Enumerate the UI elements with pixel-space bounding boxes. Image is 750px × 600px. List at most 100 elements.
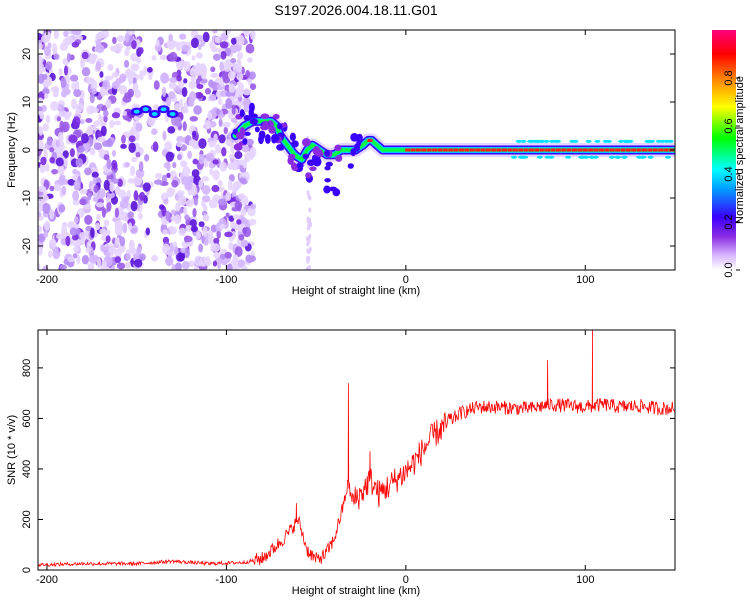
heatmap-noise-cell [123, 198, 129, 204]
heatmap-noise-cell [203, 239, 209, 246]
colorbar-tick-label: 0.2 [723, 214, 735, 229]
heatmap-noise-cell [153, 179, 163, 185]
heatmap-noise-cell [205, 152, 215, 162]
heatmap-noise-cell [38, 211, 42, 218]
heatmap-noise-cell [174, 214, 181, 225]
heatmap-noise-cell [248, 149, 255, 160]
ridge-core-cell [647, 148, 653, 152]
ridge-core-cell [426, 148, 432, 152]
top-x-tick-label: -200 [36, 274, 58, 286]
heatmap-noise-cell [190, 75, 196, 82]
ridge-core-cell [518, 148, 524, 152]
heatmap-noise-cell [85, 77, 93, 84]
ridge-turbulence-cell [276, 144, 285, 151]
heatmap-noise-cell [41, 34, 50, 44]
heatmap-noise-cell [306, 241, 310, 247]
ridge-turbulence-cell [347, 163, 354, 169]
heatmap-noise-cell [81, 133, 89, 144]
heatmap-noise-cell [228, 70, 236, 80]
ridge-turbulence-cell [302, 153, 310, 160]
heatmap-noise-cell [99, 228, 107, 236]
heatmap-noise-cell [171, 263, 177, 270]
heatmap-noise-cell [207, 230, 214, 239]
heatmap-noise-cell [89, 93, 95, 104]
heatmap-noise-cell [193, 266, 199, 270]
heatmap-noise-cell [248, 218, 257, 226]
heatmap-noise-cell [235, 62, 243, 73]
heatmap-noise-cell [306, 255, 310, 261]
ridge-blob-core [160, 107, 167, 112]
heatmap-noise-cell [121, 134, 126, 144]
heatmap-noise-cell [212, 260, 218, 267]
heatmap-noise-cell [145, 227, 151, 236]
heatmap-noise-cell [204, 88, 212, 95]
heatmap-noise-cell [219, 61, 225, 72]
heatmap-noise-cell [38, 262, 41, 270]
heatmap-noise-cell [232, 214, 241, 220]
ridge-tail-cell [548, 155, 555, 159]
ridge-tail-cell [585, 139, 592, 143]
ridge-tail-cell [552, 139, 559, 143]
heatmap-noise-cell [72, 116, 81, 128]
heatmap-noise-cell [172, 241, 178, 248]
heatmap-noise-cell [191, 130, 197, 138]
ridge-turbulence-cell [244, 131, 251, 136]
heatmap-noise [38, 30, 313, 270]
heatmap-noise-cell [75, 157, 84, 168]
heatmap-noise-cell [81, 51, 89, 60]
ridge-turbulence-cell [334, 144, 342, 152]
ridge-core-cell [405, 148, 411, 152]
heatmap-noise-cell [86, 105, 95, 115]
heatmap-noise-cell [61, 225, 68, 236]
heatmap-noise-cell [167, 126, 176, 134]
heatmap-noise-cell [198, 179, 203, 189]
ridge-core-cell [550, 148, 556, 152]
heatmap-noise-cell [308, 246, 312, 252]
heatmap-noise-cell [128, 222, 133, 231]
ridge-core-cell [415, 148, 421, 152]
heatmap-noise-cell [231, 104, 236, 115]
heatmap-noise-cell [114, 207, 120, 218]
heatmap-noise-cell [69, 148, 75, 157]
heatmap-noise-cell [114, 120, 122, 126]
ridge-tail-cell [664, 155, 671, 159]
heatmap-noise-cell [79, 198, 87, 206]
heatmap-noise-cell [191, 55, 196, 61]
heatmap-noise-cell [159, 204, 165, 211]
heatmap-noise-cell [61, 185, 67, 196]
heatmap-noise-cell [210, 66, 216, 73]
heatmap-noise-cell [49, 156, 56, 164]
top-x-axis-label: Height of straight line (km) [292, 285, 420, 297]
heatmap-noise-cell [225, 212, 230, 218]
bottom-x-tick-label: -200 [36, 574, 58, 586]
ridge-core-cell [437, 148, 443, 152]
heatmap-noise-cell [205, 256, 211, 264]
ridge-core-cell [480, 148, 486, 152]
heatmap-noise-cell [38, 67, 44, 75]
heatmap-noise-cell [90, 227, 95, 239]
ridge-core-cell [539, 148, 545, 152]
ridge-turbulence-cell [291, 166, 299, 171]
top-y-tick-label: 0 [21, 147, 33, 153]
colorbar: 0.0 0.2 0.4 0.6 0.8 Normalized spectral ampl… [712, 30, 746, 278]
heatmap-noise-cell [69, 74, 79, 82]
heatmap-noise-cell [116, 262, 126, 270]
ridge-turbulence-cell [250, 113, 258, 119]
ridge-core-cell [528, 148, 534, 152]
ridge-core-cell [663, 148, 669, 152]
heatmap-noise-cell [146, 66, 153, 73]
ridge-tail-cell [565, 155, 572, 159]
ridge-core-cell [566, 148, 572, 152]
ridge-turbulence-cell [254, 126, 260, 133]
heatmap-noise-cell [123, 59, 130, 68]
ridge-turbulence-cell [316, 151, 324, 158]
ridge-core-cell [367, 138, 373, 142]
heatmap-noise-cell [87, 262, 95, 270]
ridge-core-cell [469, 148, 475, 152]
heatmap-noise-cell [183, 235, 193, 243]
heatmap-noise-cell [225, 191, 232, 202]
heatmap-noise-cell [201, 176, 210, 182]
heatmap-noise-cell [93, 142, 103, 151]
heatmap-noise-cell [137, 212, 143, 220]
heatmap-noise-cell [77, 145, 85, 153]
